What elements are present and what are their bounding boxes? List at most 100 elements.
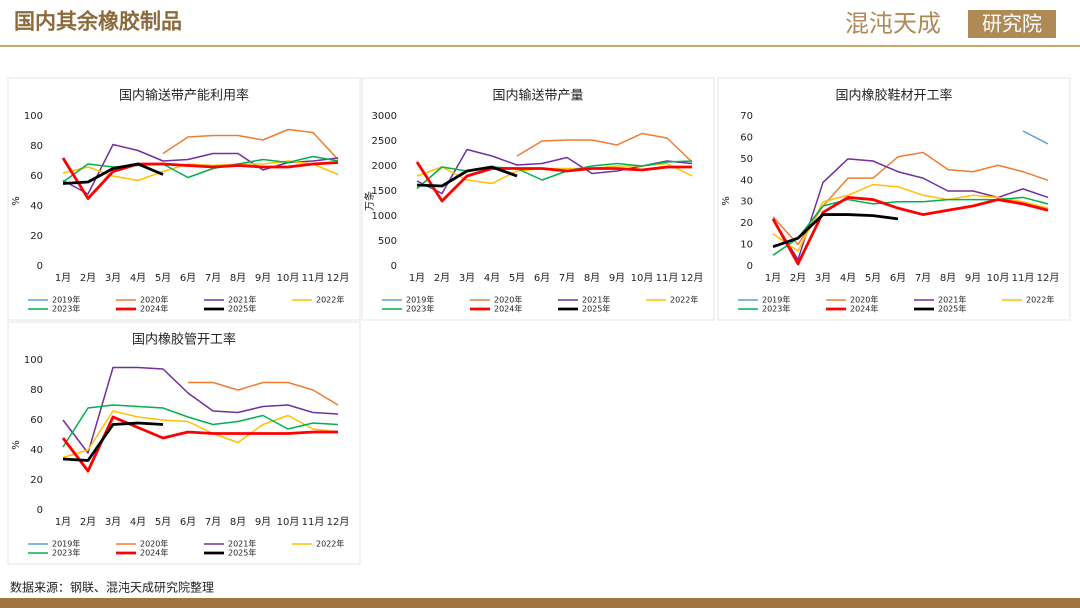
- y-tick-label: 30: [740, 197, 753, 208]
- x-tick-label: 5月: [155, 516, 171, 528]
- series-line: [1022, 130, 1049, 145]
- logo-text: 混沌天成: [845, 10, 941, 38]
- series-line: [416, 165, 518, 188]
- x-tick-label: 4月: [130, 516, 146, 528]
- x-tick-label: 3月: [105, 516, 121, 528]
- y-tick-label: 60: [30, 415, 43, 426]
- legend-label: 2025年: [228, 548, 256, 558]
- legend-label: 2025年: [582, 304, 610, 314]
- x-tick-label: 5月: [155, 272, 171, 284]
- y-tick-label: 0: [37, 261, 43, 272]
- legend-label: 2023年: [762, 304, 790, 314]
- x-tick-label: 4月: [130, 272, 146, 284]
- x-tick-label: 12月: [1037, 272, 1060, 284]
- x-tick-label: 10月: [277, 272, 300, 284]
- chart-panel: 国内橡胶管开工率 0 20 40 60 80 100% 1月 2月 3月 4月 5月 6月 7月 8月 9月 1…: [7, 321, 361, 565]
- legend-label: 2024年: [140, 548, 168, 558]
- legend-label: 2022年: [316, 539, 344, 549]
- x-tick-label: 3月: [105, 272, 121, 284]
- x-tick-label: 10月: [631, 272, 654, 284]
- y-tick-label: 40: [30, 201, 43, 212]
- series-line: [61, 415, 338, 473]
- panel-border: [7, 77, 361, 321]
- legend-label: 2019年: [52, 295, 80, 305]
- legend-label: 2024年: [850, 304, 878, 314]
- y-tick-label: 40: [740, 175, 753, 186]
- series-line: [61, 157, 339, 200]
- x-tick-label: 6月: [180, 516, 196, 528]
- chart-title: 国内橡胶鞋材开工率: [835, 88, 952, 104]
- series-line: [62, 404, 339, 448]
- x-tick-label: 1月: [765, 272, 781, 284]
- y-axis-label: 万条: [363, 191, 376, 211]
- x-tick-label: 9月: [255, 516, 271, 528]
- series-line: [188, 381, 339, 406]
- x-tick-label: 9月: [255, 272, 271, 284]
- x-tick-label: 2月: [790, 272, 806, 284]
- legend-label: 2020年: [140, 539, 168, 549]
- series-line: [62, 410, 339, 459]
- x-tick-label: 8月: [230, 516, 246, 528]
- y-tick-label: 20: [30, 231, 43, 242]
- y-tick-label: 80: [30, 141, 43, 152]
- chart-panel: 国内输送带产量 0 500 1000 1500 2000 2500 3000 万条 1月 2月 3月 4…: [361, 77, 715, 321]
- x-tick-label: 4月: [840, 272, 856, 284]
- legend-label: 2025年: [938, 304, 966, 314]
- legend-label: 2023年: [406, 304, 434, 314]
- x-tick-label: 3月: [815, 272, 831, 284]
- chart-panel: 国内橡胶鞋材开工率 0 10 20 30 40 50 60 70% 1月 2月 3月 4月 5月 6月 7月 8…: [717, 77, 1071, 321]
- x-tick-label: 6月: [180, 272, 196, 284]
- x-tick-label: 7月: [205, 272, 221, 284]
- legend-label: 2021年: [582, 295, 610, 305]
- legend-label: 2021年: [228, 295, 256, 305]
- y-tick-label: 1000: [372, 211, 397, 222]
- series-line: [62, 162, 164, 185]
- legend-label: 2024年: [494, 304, 522, 314]
- x-tick-label: 12月: [681, 272, 704, 284]
- x-tick-label: 5月: [865, 272, 881, 284]
- legend-label: 2022年: [670, 295, 698, 305]
- y-tick-label: 0: [747, 261, 753, 272]
- series-line: [772, 183, 1049, 252]
- x-tick-label: 2月: [80, 516, 96, 528]
- legend-label: 2020年: [140, 295, 168, 305]
- chart-title: 国内输送带产量: [492, 88, 583, 104]
- y-tick-label: 10: [740, 240, 753, 251]
- y-tick-label: 100: [24, 355, 43, 366]
- series-line: [772, 158, 1049, 261]
- x-tick-label: 3月: [459, 272, 475, 284]
- series-line: [415, 161, 692, 203]
- legend-label: 2019年: [52, 539, 80, 549]
- y-axis-label: %: [721, 196, 732, 206]
- legend-label: 2024年: [140, 304, 168, 314]
- y-tick-label: 0: [37, 505, 43, 516]
- y-tick-label: 2000: [372, 161, 397, 172]
- series-line: [416, 160, 693, 190]
- x-tick-label: 4月: [484, 272, 500, 284]
- legend-label: 2021年: [938, 295, 966, 305]
- source-note: 数据来源：钢联、混沌天成研究院整理: [10, 580, 214, 595]
- x-tick-label: 9月: [609, 272, 625, 284]
- x-tick-label: 6月: [534, 272, 550, 284]
- x-tick-label: 10月: [987, 272, 1010, 284]
- series-line: [516, 132, 693, 163]
- chart-title: 国内橡胶管开工率: [132, 332, 236, 348]
- y-tick-label: 40: [30, 445, 43, 456]
- legend-label: 2019年: [762, 295, 790, 305]
- x-tick-label: 7月: [559, 272, 575, 284]
- legend-label: 2023年: [52, 548, 80, 558]
- x-tick-label: 2月: [434, 272, 450, 284]
- y-tick-label: 70: [740, 111, 753, 122]
- x-tick-label: 9月: [965, 272, 981, 284]
- legend-label: 2020年: [850, 295, 878, 305]
- x-tick-label: 11月: [656, 272, 679, 284]
- y-tick-label: 20: [30, 475, 43, 486]
- series-line: [62, 155, 339, 183]
- x-tick-label: 10月: [277, 516, 300, 528]
- x-tick-label: 11月: [302, 516, 325, 528]
- x-tick-label: 8月: [230, 272, 246, 284]
- x-tick-label: 7月: [205, 516, 221, 528]
- legend-label: 2021年: [228, 539, 256, 549]
- x-tick-label: 11月: [302, 272, 325, 284]
